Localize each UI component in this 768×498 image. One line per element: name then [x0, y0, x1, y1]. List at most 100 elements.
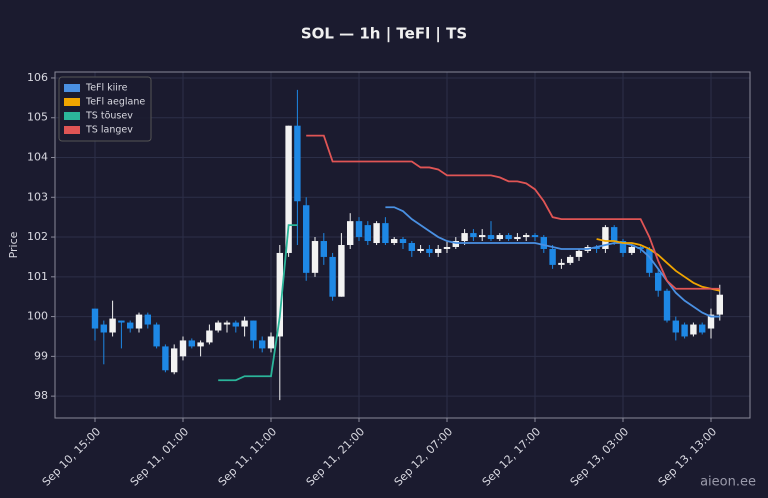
y-tick-label: 98 [34, 389, 48, 402]
candle-body [276, 252, 283, 337]
candle-body [355, 221, 363, 238]
x-tick-label: Sep 10, 15:00 [40, 425, 104, 489]
x-tick-label: Sep 11, 11:00 [216, 425, 280, 489]
candle-body [320, 241, 327, 257]
candle-body [259, 340, 266, 349]
candle-body [206, 330, 213, 343]
x-tick-label: Sep 13, 03:00 [568, 425, 632, 489]
candle-body [294, 125, 301, 202]
candle-body [303, 205, 310, 273]
legend-box [58, 76, 152, 142]
candle-body [690, 324, 697, 335]
indicator-line [385, 206, 720, 318]
indicator-line [218, 224, 298, 382]
candle-body [118, 320, 125, 323]
y-tick-label: 105 [27, 111, 48, 124]
candle-body [188, 340, 195, 347]
legend-label: TeFl aeglane [85, 97, 145, 108]
candle-body [716, 294, 723, 315]
legend-label: TS tõusev [85, 111, 133, 122]
candle-body [672, 320, 679, 333]
candle-body [144, 314, 151, 325]
y-tick-label: 106 [27, 71, 48, 84]
candle-body [663, 290, 671, 321]
candle-body [452, 241, 459, 247]
candle-body [593, 246, 600, 249]
candle-body [135, 314, 143, 329]
candle-body [567, 256, 574, 263]
candle-body [100, 324, 107, 333]
indicator-line [596, 238, 720, 292]
legend-swatch [64, 126, 80, 134]
y-tick-label: 99 [34, 349, 48, 362]
chart-title: SOL — 1h | TeFl | TS [301, 25, 467, 44]
candle-body [531, 235, 539, 238]
candle-body [470, 233, 477, 238]
candle-body [461, 233, 468, 242]
candle-body [496, 235, 503, 240]
candle-body [162, 346, 169, 371]
candle-body [549, 248, 556, 265]
candle-body [223, 322, 231, 325]
watermark: aieon.ee [700, 475, 756, 490]
y-axis-label: Price [7, 231, 20, 258]
legend-swatch [64, 112, 80, 120]
candle-body [267, 336, 275, 349]
candle-body [558, 262, 565, 265]
candle-body [646, 248, 653, 273]
legend-label: TS langev [85, 125, 133, 136]
x-tick-label: Sep 11, 01:00 [128, 425, 192, 489]
y-tick-label: 101 [27, 270, 48, 283]
legend: TeFl kiire TeFl aeglane TS tõusev TS langev [58, 76, 152, 142]
candle-body [197, 342, 204, 347]
x-tick-label: Sep 12, 17:00 [480, 425, 544, 489]
candle-body [435, 248, 442, 253]
candle-body [487, 235, 495, 240]
candle-body [250, 320, 257, 341]
candle-body [171, 348, 178, 373]
candle-body [109, 318, 116, 333]
x-tick-label: Sep 12, 07:00 [392, 425, 456, 489]
candle-body [523, 235, 530, 238]
candle-body [443, 246, 451, 249]
candle-body [426, 248, 433, 253]
candle-body [540, 237, 547, 249]
y-tick-label: 104 [27, 151, 48, 164]
candle-body [241, 320, 248, 327]
candle-body [285, 125, 292, 253]
x-tick-label: Sep 11, 21:00 [304, 425, 368, 489]
candle-body [153, 324, 160, 347]
candle-body [479, 235, 486, 238]
candle-body [628, 246, 635, 253]
candle-body [127, 322, 134, 329]
candle-body [505, 235, 512, 240]
y-tick-label: 100 [27, 310, 48, 323]
candle-body [408, 243, 415, 251]
candle-body [619, 241, 627, 253]
candle-body [91, 308, 99, 329]
candle-body [338, 245, 345, 297]
candle-body [514, 237, 521, 240]
candle-body [311, 241, 319, 273]
candle-body [373, 223, 380, 244]
candle-body [575, 250, 583, 257]
candle-body [707, 314, 715, 329]
candle-body [417, 248, 424, 251]
candle-body [637, 246, 644, 249]
candle-body [382, 223, 389, 244]
candle-body [399, 239, 407, 244]
candle-body [602, 227, 609, 249]
candle-body [215, 322, 222, 331]
candle-body [232, 322, 239, 327]
candle-body [364, 225, 371, 242]
y-tick-label: 102 [27, 230, 48, 243]
candle-body [699, 324, 706, 333]
plot-frame [54, 71, 751, 419]
candle-body [329, 256, 336, 297]
legend-label: TeFl kiire [85, 83, 128, 94]
candle-body [681, 324, 688, 337]
indicator-line [306, 134, 720, 290]
legend-swatch [64, 98, 80, 106]
candle-body [611, 227, 618, 242]
legend-swatch [64, 84, 80, 92]
